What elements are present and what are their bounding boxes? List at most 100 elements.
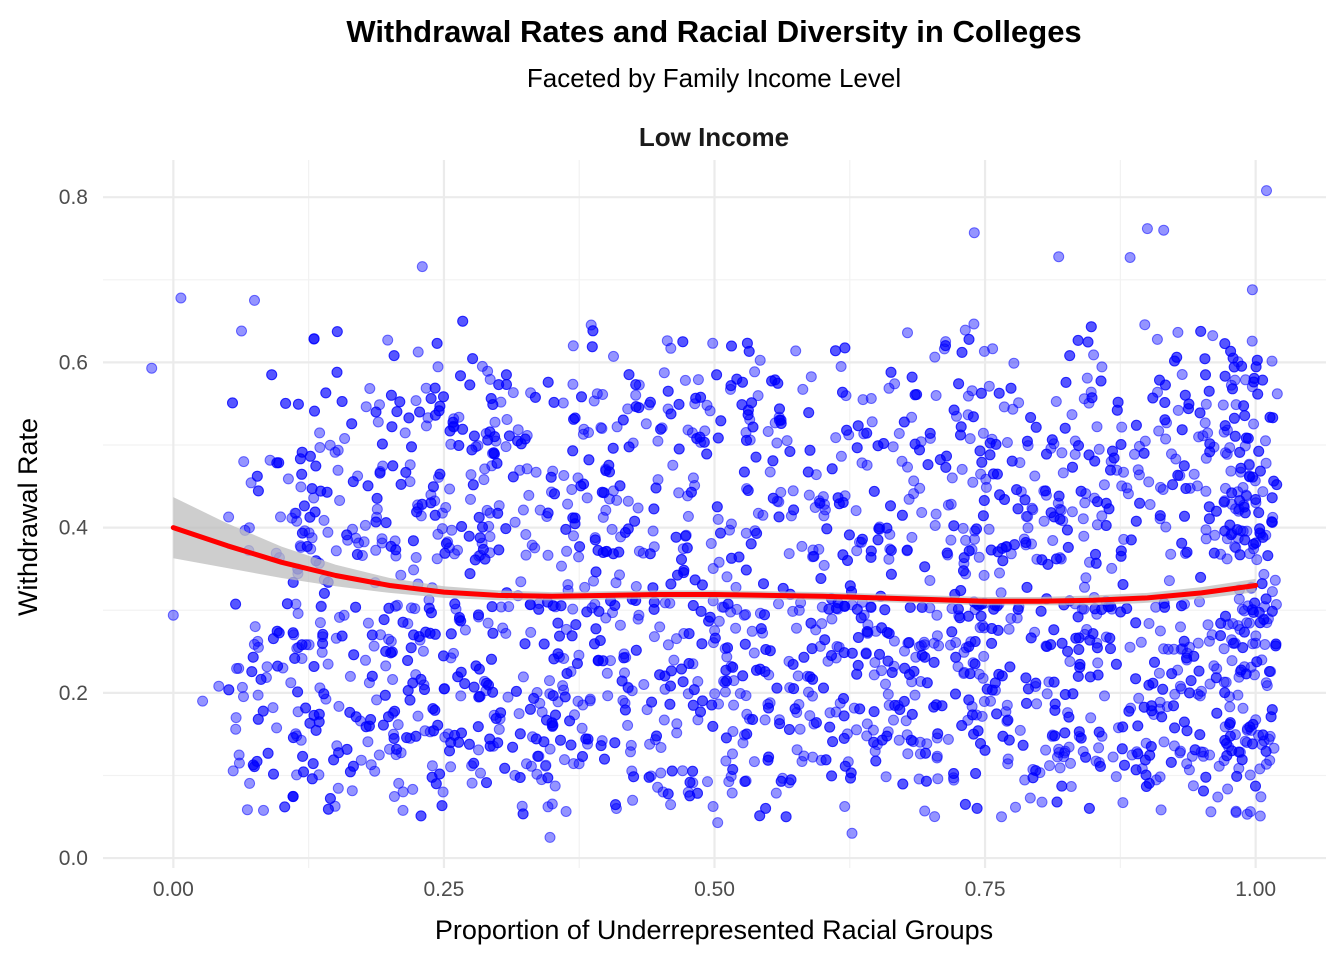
data-point xyxy=(575,480,587,492)
data-point xyxy=(1166,448,1177,460)
data-point xyxy=(1218,643,1230,655)
data-point xyxy=(1237,642,1249,654)
data-point xyxy=(233,749,245,761)
data-point xyxy=(383,711,394,723)
data-point xyxy=(591,388,603,400)
data-point xyxy=(1130,764,1142,776)
x-tick-label: 0.75 xyxy=(965,878,1006,901)
y-tick-label: 0.2 xyxy=(59,682,88,705)
data-point xyxy=(677,543,689,555)
data-point xyxy=(308,709,320,721)
data-point xyxy=(865,601,877,613)
data-point xyxy=(1055,504,1067,516)
data-point xyxy=(902,461,913,473)
data-point xyxy=(969,533,980,545)
data-point xyxy=(292,398,304,410)
data-point xyxy=(358,536,370,548)
data-point xyxy=(1092,657,1104,669)
data-point xyxy=(279,801,291,813)
data-point xyxy=(287,627,299,639)
data-point xyxy=(1247,471,1259,483)
data-point xyxy=(318,587,330,599)
data-point xyxy=(994,489,1006,501)
data-point xyxy=(991,468,1003,480)
data-point xyxy=(950,688,961,700)
data-point xyxy=(1115,550,1127,562)
data-point xyxy=(336,396,348,407)
data-point xyxy=(542,772,554,784)
data-point xyxy=(725,383,736,395)
data-point xyxy=(967,709,978,721)
data-point xyxy=(1053,743,1065,755)
data-point xyxy=(839,760,851,772)
data-point xyxy=(1200,524,1212,536)
data-point xyxy=(682,688,694,700)
data-point xyxy=(308,333,320,345)
data-point xyxy=(665,799,677,811)
data-point xyxy=(608,350,619,362)
data-point xyxy=(1208,547,1220,559)
data-point xyxy=(746,625,758,637)
data-point xyxy=(549,488,560,500)
data-point xyxy=(1134,497,1146,509)
data-point xyxy=(482,617,494,629)
data-point xyxy=(971,802,983,814)
data-point xyxy=(1093,726,1105,738)
data-point xyxy=(1081,372,1093,384)
data-point xyxy=(371,694,383,706)
data-point xyxy=(948,768,960,779)
data-point xyxy=(500,523,512,535)
data-point xyxy=(295,481,307,493)
data-point xyxy=(988,468,999,480)
data-point xyxy=(1225,345,1237,357)
data-point xyxy=(793,699,805,710)
data-point xyxy=(1238,400,1250,412)
data-point xyxy=(1180,548,1191,559)
data-point xyxy=(671,727,683,739)
data-point xyxy=(920,747,931,759)
data-point xyxy=(258,804,269,816)
data-point xyxy=(370,544,382,556)
data-point xyxy=(1059,747,1070,759)
data-point xyxy=(607,442,619,454)
data-point xyxy=(934,454,946,466)
data-point xyxy=(1154,625,1166,637)
data-point xyxy=(336,630,348,642)
data-point xyxy=(866,416,878,428)
data-point xyxy=(807,690,818,702)
data-point xyxy=(405,602,417,614)
data-point xyxy=(908,488,920,500)
data-point xyxy=(878,438,890,449)
data-point xyxy=(459,678,471,690)
data-point xyxy=(1210,672,1222,684)
data-point xyxy=(362,617,374,629)
data-point xyxy=(380,660,392,672)
data-point xyxy=(467,353,479,365)
data-point xyxy=(670,531,682,543)
data-point xyxy=(389,535,401,547)
data-point xyxy=(1155,481,1166,493)
data-point xyxy=(810,717,822,729)
data-point xyxy=(839,342,851,354)
data-point xyxy=(1271,479,1283,491)
data-point xyxy=(723,776,735,788)
data-point xyxy=(973,551,985,563)
data-point xyxy=(851,668,863,680)
data-point xyxy=(1046,434,1058,446)
data-point xyxy=(662,385,674,397)
data-point xyxy=(672,569,683,581)
data-point xyxy=(442,536,454,548)
data-point xyxy=(978,345,990,357)
data-point xyxy=(1003,734,1015,746)
data-point xyxy=(739,776,751,787)
data-point xyxy=(484,733,496,745)
data-point xyxy=(493,544,505,556)
data-point xyxy=(740,564,752,576)
data-point xyxy=(464,379,476,391)
data-point xyxy=(716,601,728,613)
data-point xyxy=(701,448,713,460)
data-point xyxy=(416,498,428,510)
data-point xyxy=(1038,515,1050,527)
data-point xyxy=(1158,224,1170,236)
data-point xyxy=(1095,375,1107,387)
